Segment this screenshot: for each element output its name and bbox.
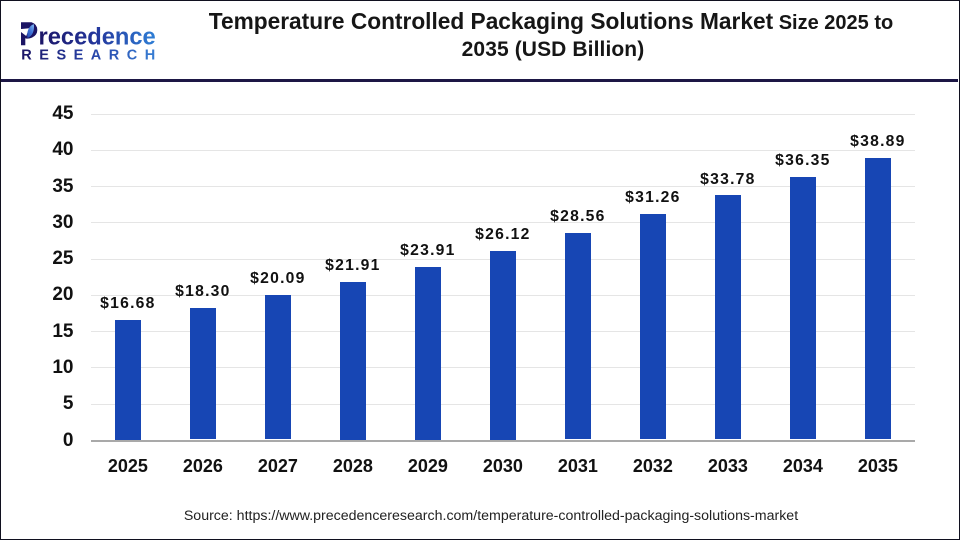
svg-text:RESEARCH: RESEARCH — [21, 47, 161, 63]
svg-text:recedence: recedence — [39, 25, 156, 51]
